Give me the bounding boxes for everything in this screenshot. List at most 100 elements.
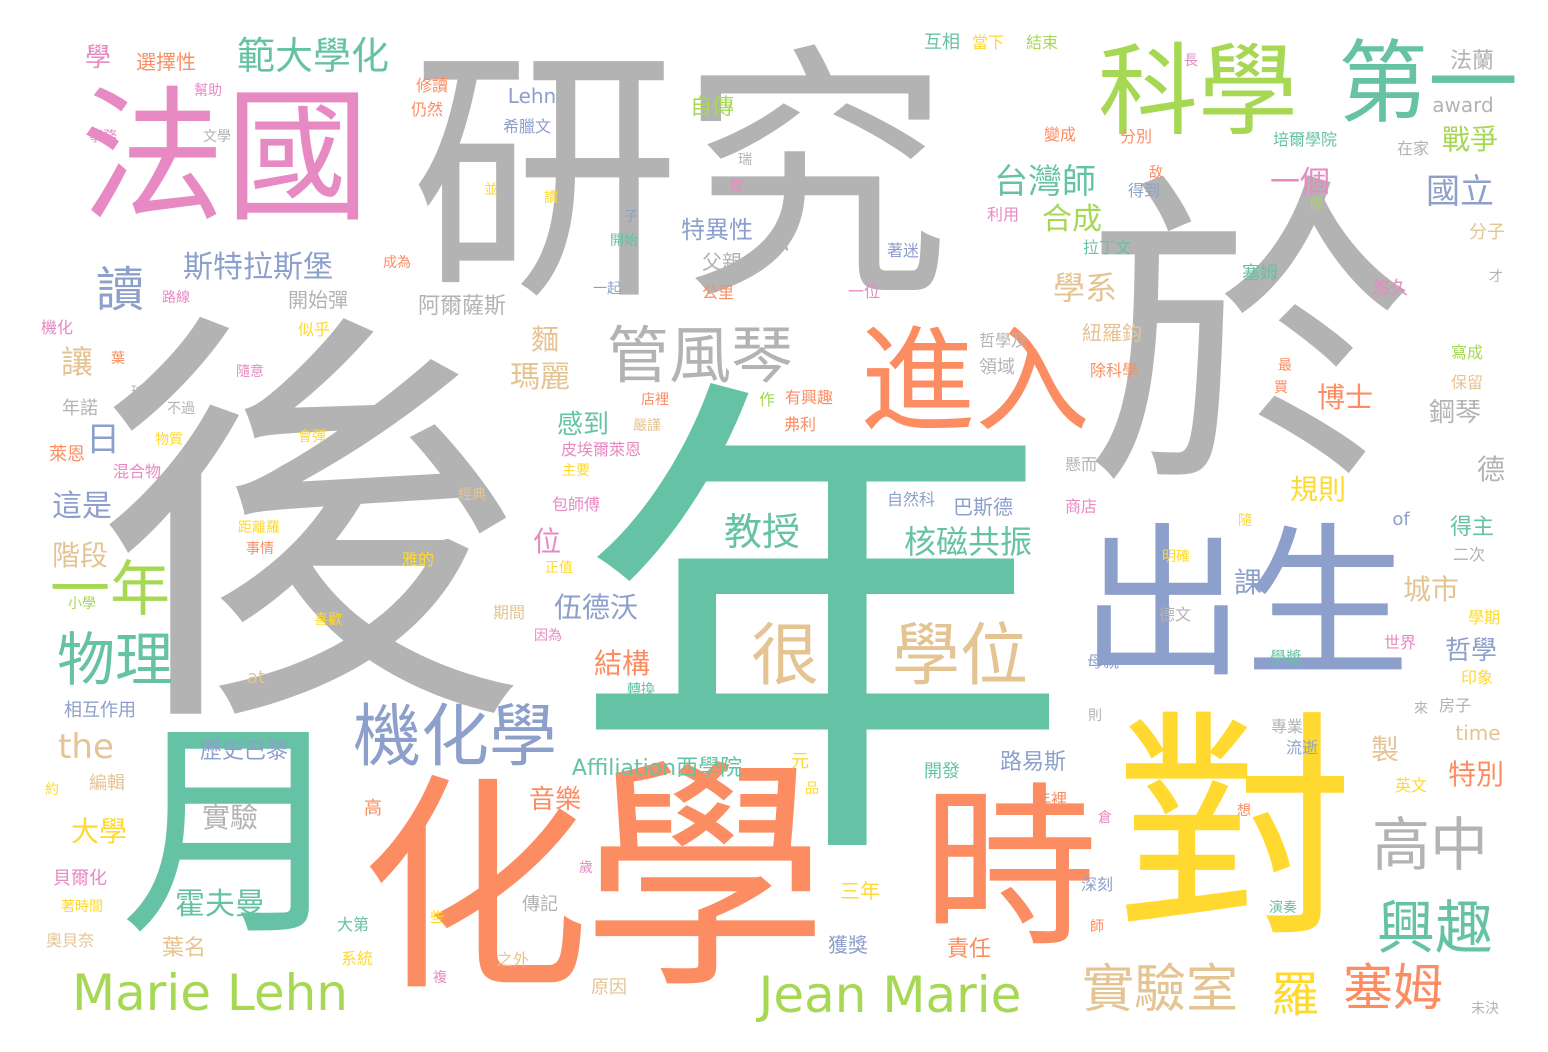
cloud-word: 深刻	[1080, 875, 1114, 894]
cloud-word: 拉丁文	[1082, 238, 1132, 257]
cloud-word: 阿爾薩斯	[417, 294, 507, 319]
cloud-word: 德文	[1158, 605, 1192, 624]
cloud-word: 音樂	[528, 785, 582, 815]
cloud-word: 萊恩	[49, 444, 85, 465]
cloud-word: 這是	[52, 489, 112, 524]
cloud-word: 後	[95, 280, 525, 780]
cloud-word: 讀	[95, 262, 145, 318]
cloud-word: 編輯	[89, 773, 125, 794]
cloud-word: 經典	[458, 487, 486, 503]
cloud-word: 時	[922, 768, 1098, 972]
cloud-word: 進入	[859, 314, 1091, 449]
cloud-word: 主要	[562, 463, 590, 479]
cloud-word: 塞姆	[1343, 959, 1443, 1017]
cloud-word: 房子	[1438, 696, 1472, 715]
cloud-word: 想	[1237, 803, 1251, 819]
cloud-word: 博士	[1316, 381, 1374, 414]
cloud-word: 奧貝奈	[45, 931, 95, 950]
cloud-word: 明確	[1162, 549, 1190, 565]
cloud-word: of	[1392, 509, 1410, 530]
cloud-word: 歲	[579, 860, 593, 876]
cloud-word: 才	[1489, 269, 1503, 285]
cloud-word: 包師傅	[551, 495, 601, 514]
cloud-word: 責任	[946, 937, 992, 962]
cloud-word: 範大學化	[236, 34, 390, 78]
cloud-word: 塞姆	[1242, 263, 1278, 284]
cloud-word: 葉名	[161, 936, 207, 961]
cloud-word: 系統	[340, 949, 374, 968]
cloud-word: 伍德沃	[553, 591, 639, 624]
cloud-word: 結束	[1025, 33, 1059, 52]
cloud-word: 核磁共振	[903, 523, 1033, 561]
cloud-word: 文學	[203, 129, 231, 145]
cloud-word: 第一	[1338, 31, 1518, 136]
cloud-word: 研究	[410, 22, 950, 337]
cloud-word: 分別	[1119, 127, 1153, 146]
cloud-word: 哲學及	[978, 331, 1028, 350]
cloud-word: 演奏	[1269, 900, 1297, 916]
cloud-word: 年裡	[1034, 790, 1068, 809]
cloud-word: 法蘭	[1449, 49, 1495, 74]
cloud-word: 不過	[167, 401, 195, 417]
cloud-word: 葉	[111, 351, 125, 367]
cloud-word: 事情	[246, 541, 274, 557]
cloud-word: 路易斯	[999, 750, 1067, 775]
cloud-word: 品	[805, 781, 819, 797]
cloud-word: 月	[119, 701, 351, 968]
cloud-word: 英文	[1394, 776, 1428, 795]
cloud-word: 學	[84, 43, 112, 73]
cloud-word: 喜歡	[314, 612, 342, 628]
cloud-word: the	[58, 727, 114, 767]
cloud-word: 期間	[492, 603, 526, 622]
cloud-word: 有興趣	[784, 388, 834, 407]
cloud-word: 之外	[496, 950, 530, 969]
cloud-word: 子	[624, 209, 638, 225]
cloud-word: 著迷	[886, 241, 920, 260]
cloud-word: 開發	[924, 761, 960, 782]
cloud-word: 國立	[1426, 172, 1494, 212]
cloud-word: 專業	[1270, 717, 1304, 736]
cloud-word: 皮埃爾萊恩	[560, 440, 642, 459]
cloud-word: 轉換	[627, 682, 655, 698]
cloud-word: Jean Marie	[758, 966, 1022, 1024]
cloud-word: 鋼琴	[1428, 398, 1482, 428]
cloud-word: 路線	[162, 290, 190, 306]
cloud-word: 很	[750, 617, 820, 696]
cloud-word: 得主	[1449, 515, 1495, 540]
cloud-word: 距離羅	[238, 520, 280, 536]
cloud-word: 合成	[1042, 202, 1102, 237]
cloud-word: 似乎	[297, 320, 331, 339]
cloud-word: 對	[1114, 690, 1356, 970]
cloud-word: 斯特拉斯堡	[183, 250, 333, 285]
cloud-word: 寫成	[1450, 343, 1484, 362]
cloud-word: 特異性	[681, 216, 753, 244]
cloud-word: 讀	[544, 190, 558, 206]
cloud-word: 著時間	[61, 899, 103, 915]
cloud-word: 學獎	[1269, 648, 1303, 667]
cloud-word: 城市	[1402, 573, 1460, 606]
cloud-word: 修	[1309, 197, 1323, 213]
cloud-word: 教授	[723, 510, 801, 554]
cloud-word: 雅的	[401, 550, 435, 569]
cloud-word: 複	[433, 970, 447, 986]
cloud-word: 仍然	[410, 100, 444, 119]
cloud-word: 倉	[1098, 810, 1112, 826]
cloud-word: 實驗室	[1081, 960, 1239, 1020]
cloud-word: 一年	[50, 555, 170, 625]
cloud-word: 貝爾化	[53, 868, 107, 889]
cloud-word: 幫助	[194, 83, 222, 99]
cloud-word: 霍夫曼	[175, 887, 265, 922]
cloud-word: time	[1455, 721, 1501, 745]
cloud-word: 在家	[1396, 139, 1430, 158]
cloud-word: 一個	[1270, 165, 1330, 200]
cloud-word: 化	[359, 756, 591, 1023]
cloud-word: 世界	[1383, 633, 1417, 652]
cloud-word: 紐羅鈞	[1082, 321, 1142, 345]
cloud-word: 最	[1278, 358, 1292, 374]
cloud-word: 並	[484, 182, 498, 198]
cloud-word: 戰爭	[1441, 123, 1499, 156]
cloud-word: 嚴謹	[633, 418, 661, 434]
cloud-word: 興趣	[1376, 894, 1494, 962]
cloud-word: 年	[572, 341, 1072, 923]
cloud-word: 年諾	[62, 398, 98, 419]
